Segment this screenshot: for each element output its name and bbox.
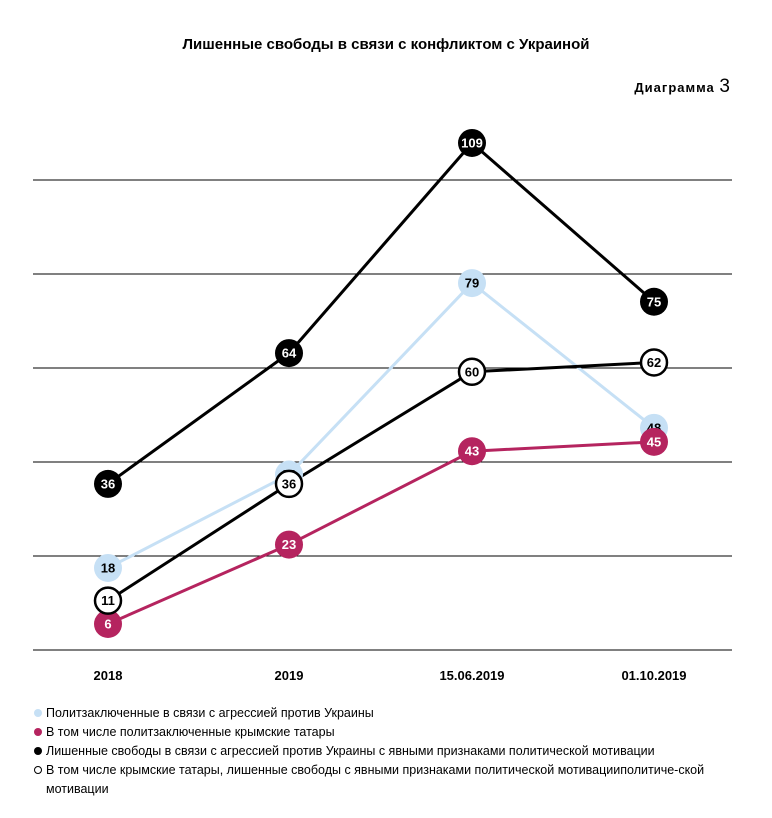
legend-marker-icon	[34, 709, 42, 717]
data-label: 23	[282, 537, 296, 552]
data-label: 64	[282, 346, 297, 361]
data-point	[94, 609, 122, 638]
diagram-word: Диаграмма	[634, 80, 715, 95]
data-point	[458, 128, 486, 157]
series-line	[107, 440, 655, 626]
data-point	[275, 339, 303, 368]
series-line	[107, 281, 655, 570]
data-label: 60	[465, 364, 479, 379]
data-label: 45	[647, 434, 661, 449]
data-point	[275, 530, 303, 559]
data-point	[457, 357, 487, 387]
legend-entry: Лишенные свободы в связи с агрессией про…	[34, 742, 734, 761]
series-line	[107, 360, 655, 602]
legend-marker-icon	[34, 728, 42, 736]
data-point	[458, 437, 486, 466]
legend-entry: Политзаключенные в связи с агрессией про…	[34, 704, 734, 723]
data-label: 36	[101, 476, 115, 491]
data-label: 75	[647, 294, 661, 309]
data-label: 62	[647, 355, 661, 370]
x-tick-label: 2018	[94, 668, 123, 683]
line-chart: 2018201915.06.201901.10.2019183879486234…	[33, 128, 732, 683]
data-point	[458, 269, 486, 298]
legend-entry: В том числе политзаключенные крымские та…	[34, 723, 734, 742]
x-tick-label: 15.06.2019	[439, 668, 504, 683]
x-tick-label: 2019	[275, 668, 304, 683]
data-label: 6	[104, 616, 111, 631]
data-label: 18	[101, 560, 115, 575]
chart-title: Лишенные свободы в связи с конфликтом с …	[182, 36, 590, 53]
data-point	[94, 553, 122, 582]
legend-marker-icon	[34, 766, 42, 774]
legend-marker-icon	[34, 747, 42, 755]
data-point	[93, 586, 123, 615]
data-label: 36	[282, 476, 296, 491]
legend-label: Лишенные свободы в связи с агрессией про…	[46, 744, 655, 758]
data-label: 11	[101, 593, 115, 608]
data-point	[640, 287, 668, 316]
data-point	[94, 469, 122, 498]
legend-entry: В том числе крымские татары, лишенные св…	[34, 761, 734, 799]
legend-label: В том числе крымские татары, лишенные св…	[46, 763, 705, 796]
legend: Политзаключенные в связи с агрессией про…	[34, 704, 734, 799]
data-point	[274, 469, 304, 499]
diagram-number: 3	[719, 76, 730, 97]
data-label: 109	[461, 135, 483, 150]
series-line	[107, 141, 655, 486]
diagram-number-label: Диаграмма 3	[634, 76, 730, 98]
data-label: 43	[465, 444, 479, 459]
data-point	[639, 348, 669, 377]
data-label: 79	[465, 276, 479, 291]
legend-label: Политзаключенные в связи с агрессией про…	[46, 706, 374, 720]
legend-label: В том числе политзаключенные крымские та…	[46, 725, 335, 739]
x-tick-label: 01.10.2019	[621, 668, 686, 683]
data-point	[640, 427, 668, 456]
